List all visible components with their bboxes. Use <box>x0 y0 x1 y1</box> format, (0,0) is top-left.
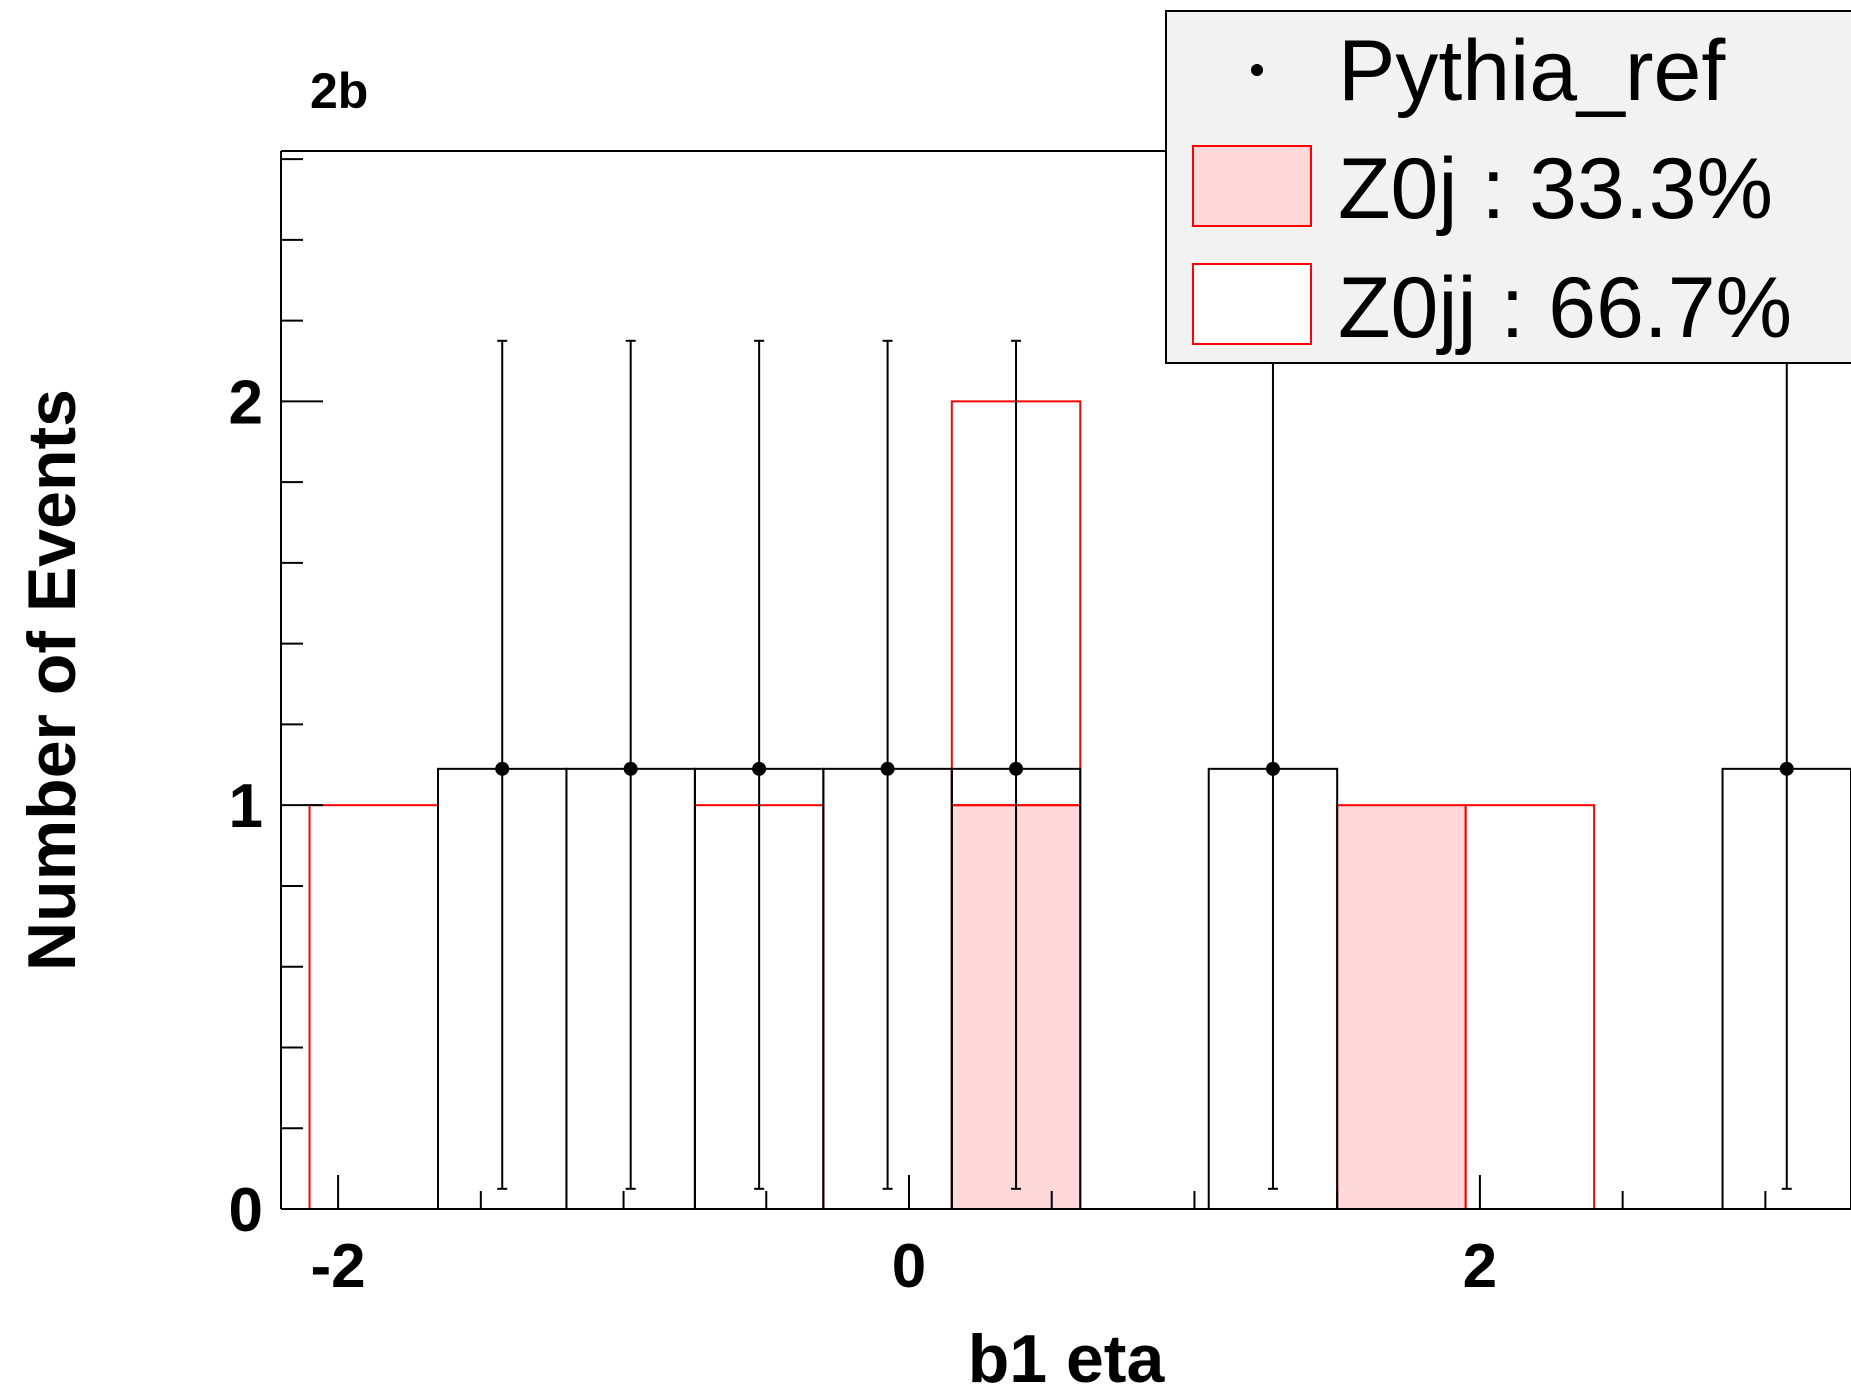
legend-marker-z0j <box>1192 145 1312 227</box>
z0jj-bar <box>308 804 439 1211</box>
legend-marker-pythia <box>1251 64 1263 76</box>
z0j-bar <box>1336 804 1467 1211</box>
x-axis-title: b1 eta <box>968 1321 1166 1392</box>
legend-label-pythia: Pythia_ref <box>1338 23 1726 119</box>
legend-label-z0jj: Z0jj : 66.7% <box>1338 260 1792 356</box>
pythia-ref-point <box>1265 761 1280 776</box>
plot-tag: 2b <box>310 63 368 119</box>
y-tick-label: 0 <box>229 1176 263 1245</box>
pythia-ref-point <box>1009 761 1024 776</box>
legend: Pythia_ref Z0j : 33.3% Z0jj : 66.7% <box>1165 10 1851 364</box>
data-points-layer <box>437 339 1851 1211</box>
legend-marker-z0jj <box>1192 263 1312 345</box>
y-axis-title: Number of Events <box>14 389 90 971</box>
ticks-layer: 0 1 2 -2 0 2 <box>229 158 1767 1301</box>
pythia-ref-point <box>1779 761 1794 776</box>
pythia-ref-point <box>752 761 767 776</box>
x-tick-label: 2 <box>1463 1232 1497 1301</box>
y-tick-label: 1 <box>229 772 263 841</box>
x-tick-label: -2 <box>311 1232 366 1301</box>
pythia-ref-point <box>880 761 895 776</box>
pythia-ref-point <box>495 761 510 776</box>
z0jj-bar <box>1464 804 1596 1211</box>
legend-label-z0j: Z0j : 33.3% <box>1338 141 1773 237</box>
x-tick-label: 0 <box>892 1232 926 1301</box>
pythia-ref-point <box>623 761 638 776</box>
y-tick-label: 2 <box>229 368 263 437</box>
